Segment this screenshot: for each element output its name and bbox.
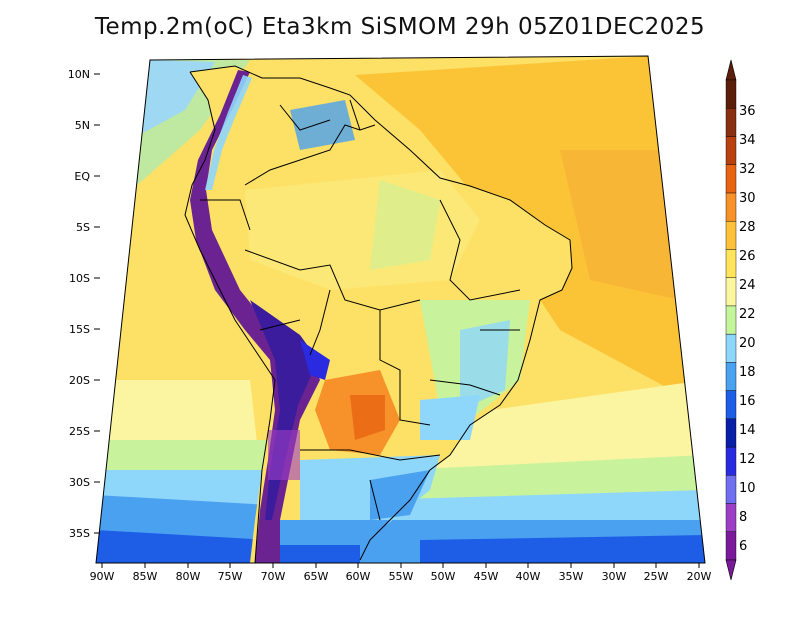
lat-label: 10S bbox=[69, 272, 90, 285]
colorbar-box bbox=[725, 475, 737, 504]
lat-label: 10N bbox=[68, 68, 90, 81]
colorbar-boxes bbox=[725, 79, 737, 561]
colorbar-box bbox=[725, 220, 737, 250]
colorbar-box bbox=[725, 418, 737, 448]
lon-label: 20W bbox=[687, 570, 712, 583]
lat-label: 30S bbox=[69, 476, 90, 489]
colorbar-box bbox=[725, 531, 737, 561]
colorbar-label: 18 bbox=[739, 365, 756, 380]
colorbar-box bbox=[725, 164, 737, 194]
colorbar-box bbox=[725, 79, 737, 109]
colorbar-box bbox=[725, 446, 737, 476]
map-frame bbox=[95, 55, 706, 564]
colorbar-label: 8 bbox=[739, 510, 747, 525]
colorbar: 6 8 10 12 14 16 18 20 22 24 26 28 30 32 … bbox=[725, 59, 756, 581]
map-domain bbox=[95, 55, 706, 564]
lat-label: 5N bbox=[75, 119, 90, 132]
lon-label: 55W bbox=[389, 570, 414, 583]
colorbar-box bbox=[725, 305, 737, 335]
lon-label: 80W bbox=[176, 570, 201, 583]
lat-label: 25S bbox=[69, 425, 90, 438]
colorbar-bottom-arrow bbox=[725, 559, 737, 581]
colorbar-box bbox=[725, 108, 737, 137]
lat-label: EQ bbox=[74, 170, 90, 183]
colorbar-label: 6 bbox=[739, 539, 747, 554]
colorbar-label: 34 bbox=[739, 133, 756, 148]
lat-label: 20S bbox=[69, 374, 90, 387]
lon-label: 85W bbox=[133, 570, 158, 583]
colorbar-box bbox=[725, 277, 737, 307]
lon-label: 45W bbox=[474, 570, 499, 583]
lon-label: 70W bbox=[261, 570, 286, 583]
longitude-axis: 90W 85W 80W 75W 70W 65W 60W 55W 50W 45W … bbox=[90, 563, 712, 583]
colorbar-label: 16 bbox=[739, 394, 756, 409]
lon-label: 40W bbox=[516, 570, 541, 583]
colorbar-box bbox=[725, 503, 737, 532]
colorbar-box bbox=[725, 390, 737, 420]
latitude-axis: 10N 5N EQ 5S 10S 15S 20S 25S 30S 35S bbox=[68, 68, 100, 540]
lon-label: 60W bbox=[346, 570, 371, 583]
colorbar-box bbox=[725, 249, 737, 278]
lon-label: 75W bbox=[218, 570, 243, 583]
lon-label: 50W bbox=[431, 570, 456, 583]
colorbar-label: 36 bbox=[739, 104, 756, 119]
colorbar-label: 10 bbox=[739, 481, 756, 496]
lat-label: 5S bbox=[76, 221, 90, 234]
colorbar-box bbox=[725, 192, 737, 222]
lon-label: 35W bbox=[559, 570, 584, 583]
lon-label: 25W bbox=[644, 570, 669, 583]
colorbar-label: 14 bbox=[739, 423, 756, 438]
colorbar-label: 28 bbox=[739, 220, 756, 235]
temperature-field bbox=[96, 56, 705, 563]
country-borders bbox=[184, 65, 573, 563]
colorbar-label: 32 bbox=[739, 162, 756, 177]
lon-label: 30W bbox=[602, 570, 627, 583]
colorbar-box bbox=[725, 333, 737, 363]
colorbar-box bbox=[725, 136, 737, 165]
map-title: Temp.2m(oC) Eta3km SiSMOM 29h 05Z01DEC20… bbox=[94, 14, 706, 40]
colorbar-label: 12 bbox=[739, 452, 756, 467]
colorbar-box bbox=[725, 362, 737, 391]
lon-label: 65W bbox=[304, 570, 329, 583]
lon-label: 90W bbox=[90, 570, 115, 583]
lat-label: 15S bbox=[69, 323, 90, 336]
colorbar-top-arrow bbox=[725, 59, 737, 81]
colorbar-label: 20 bbox=[739, 336, 756, 351]
lat-label: 35S bbox=[69, 527, 90, 540]
colorbar-label: 26 bbox=[739, 249, 756, 264]
colorbar-label: 24 bbox=[739, 278, 756, 293]
colorbar-label: 22 bbox=[739, 307, 756, 322]
colorbar-label: 30 bbox=[739, 191, 756, 206]
